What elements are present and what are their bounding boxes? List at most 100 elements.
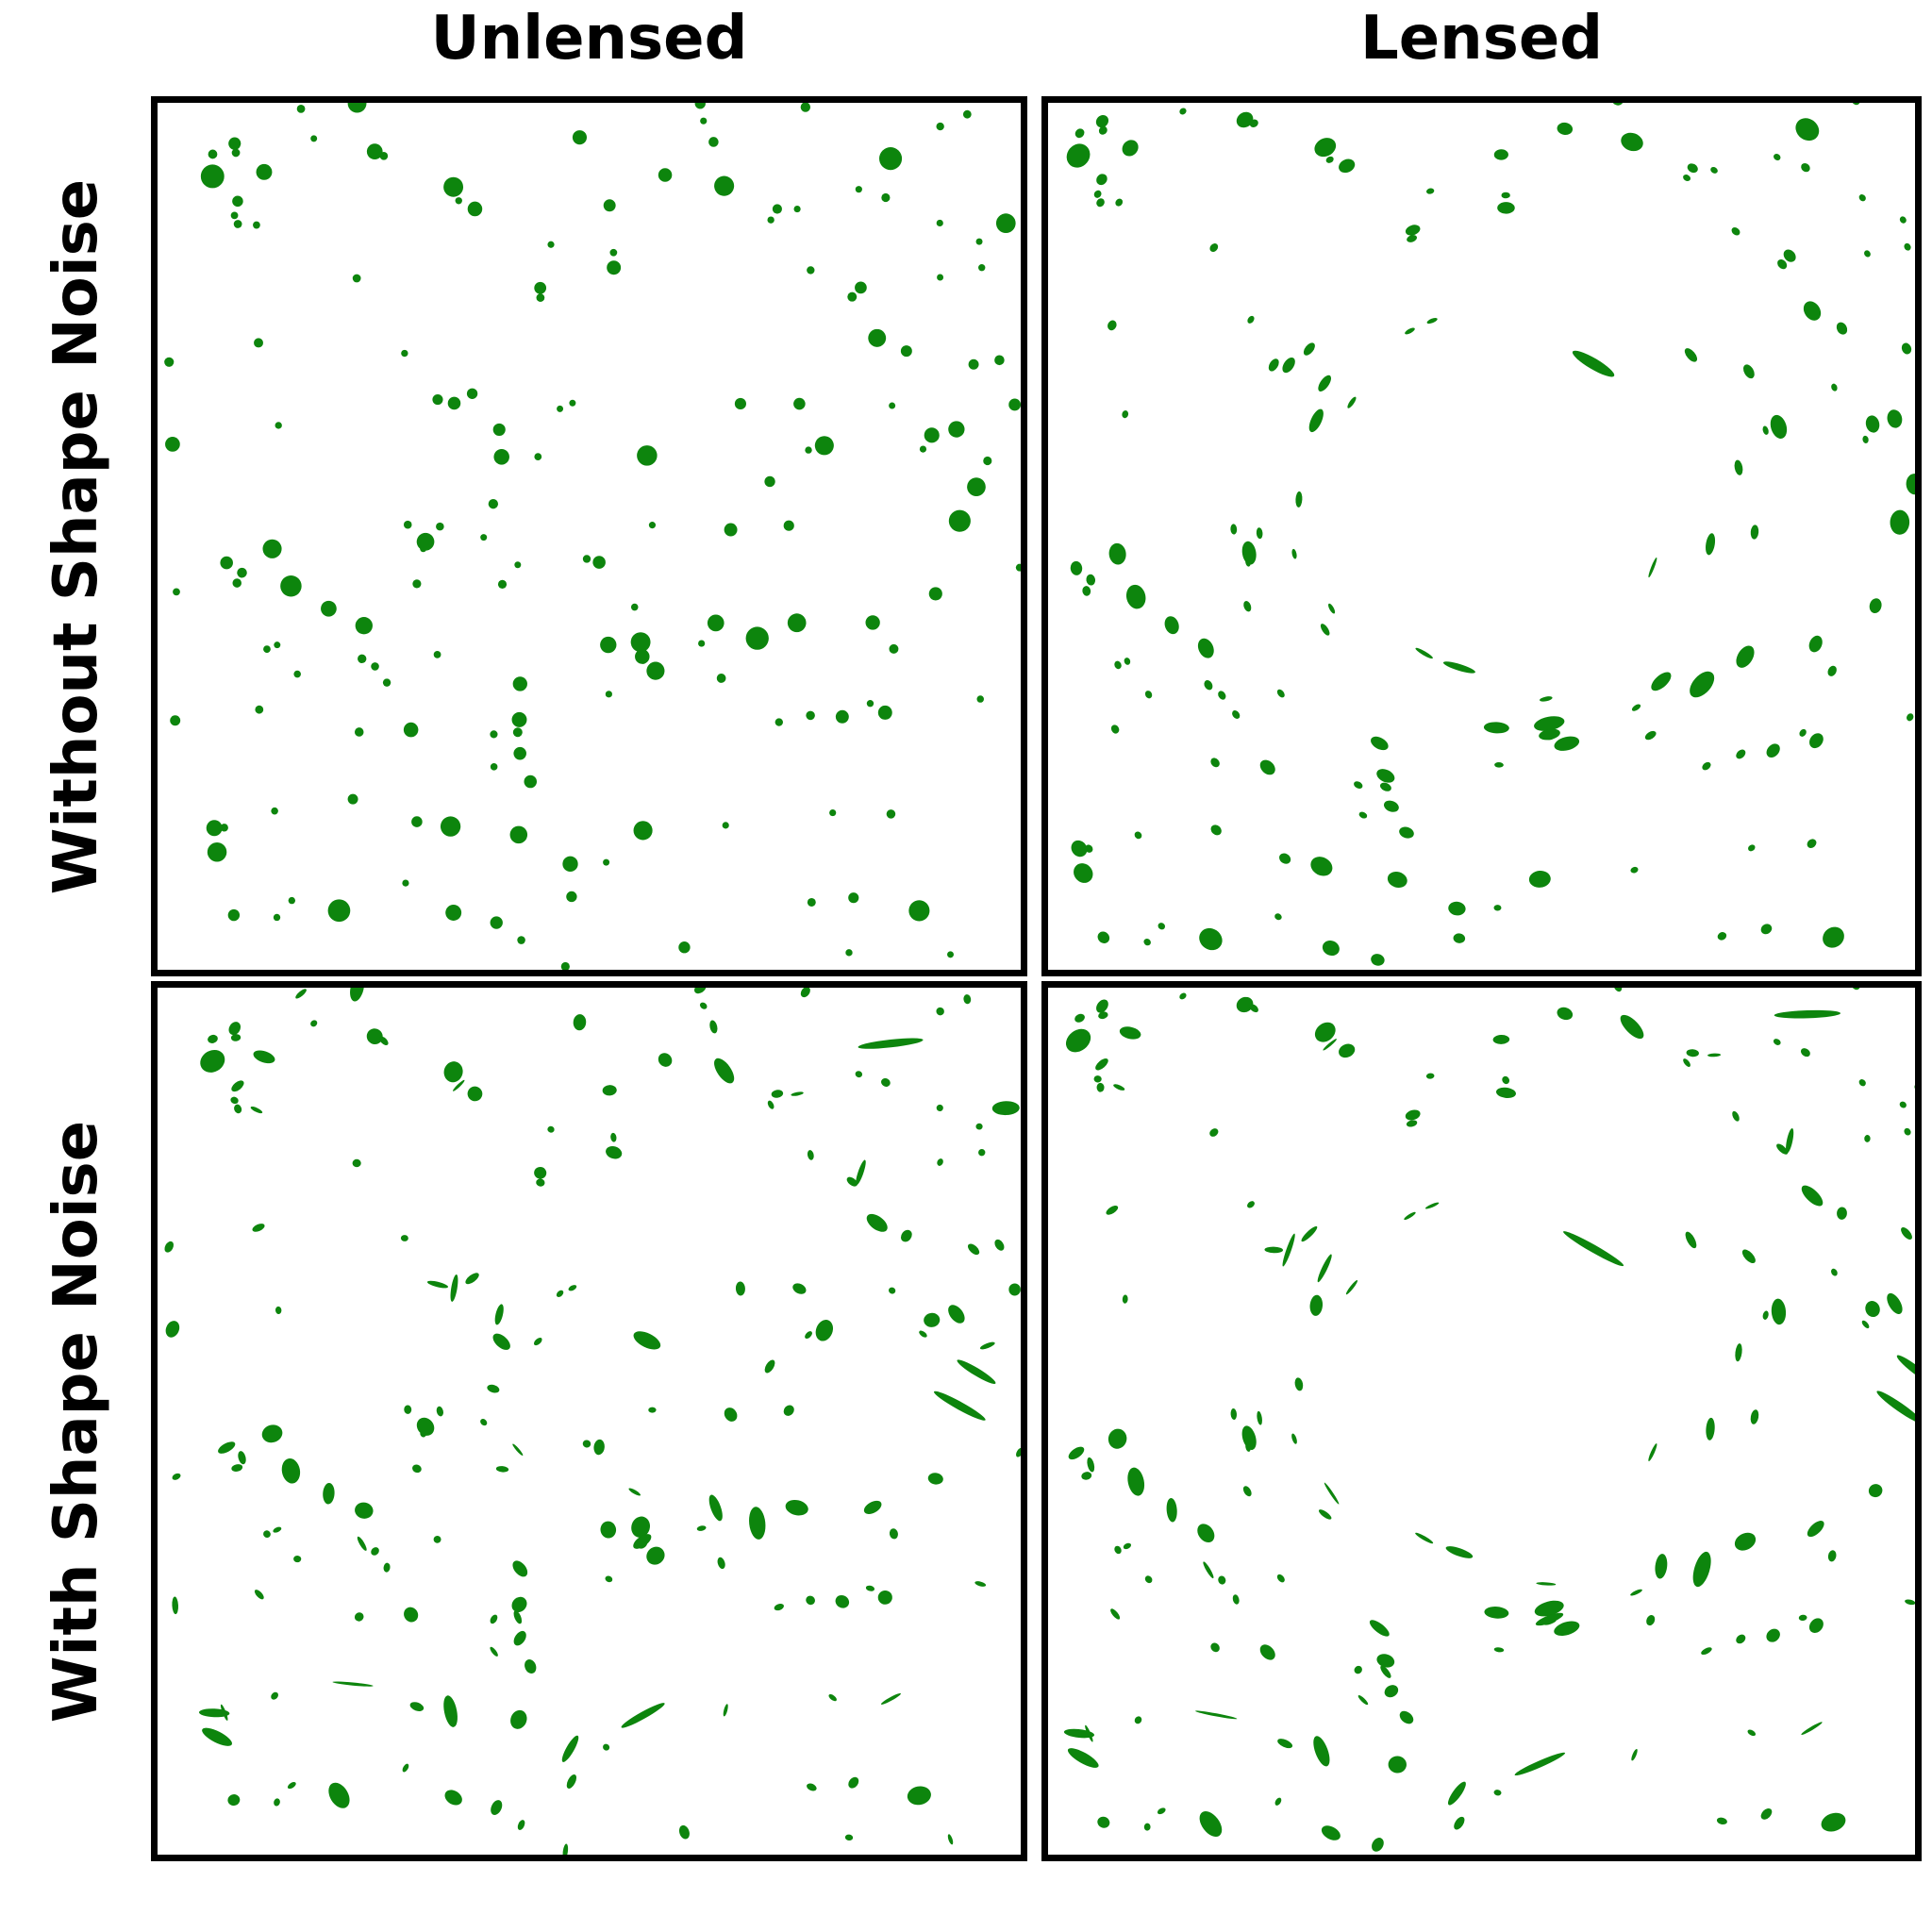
galaxy-marker [1321,1825,1341,1840]
galaxy-marker [1318,1509,1332,1520]
galaxy-marker [1831,1268,1838,1276]
galaxy-marker [271,1691,278,1700]
galaxy-marker [230,1096,239,1105]
galaxy-marker [1732,1110,1740,1122]
galaxy-marker [1862,435,1869,443]
galaxy-marker [480,1419,488,1426]
galaxy-marker [1264,1246,1284,1254]
galaxy-marker [1773,1039,1781,1045]
galaxy-marker [1303,342,1315,356]
galaxy-marker [1864,250,1871,258]
galaxy-marker [1106,1205,1119,1215]
galaxy-marker [605,1575,613,1583]
galaxy-marker [800,988,810,998]
galaxy-marker [907,1786,931,1806]
galaxy-marker [350,988,365,1002]
galaxy-marker [1795,118,1820,142]
galaxy-marker [465,1273,479,1285]
galaxy-marker [172,1596,179,1615]
galaxy-marker [433,650,441,658]
galaxy-marker [1065,1028,1091,1053]
galaxy-marker [1528,870,1551,888]
galaxy-marker [1232,1594,1240,1605]
galaxy-marker [1008,398,1021,411]
galaxy-marker [510,1709,527,1729]
galaxy-marker [1097,1816,1110,1828]
galaxy-marker [699,1002,708,1009]
galaxy-marker [296,104,306,113]
galaxy-marker [273,1526,282,1533]
galaxy-marker [886,809,896,819]
galaxy-marker [1747,1729,1757,1737]
galaxy-marker [404,1405,412,1414]
panel-lensed-without-shape-noise [1041,96,1922,976]
galaxy-marker [1210,824,1222,836]
galaxy-marker [253,1050,275,1064]
galaxy-marker [1706,1417,1715,1441]
galaxy-marker [1282,357,1295,374]
galaxy-marker [1448,901,1466,916]
galaxy-marker [1716,1817,1727,1825]
galaxy-marker [1354,1665,1362,1674]
galaxy-marker [253,221,260,229]
galaxy-marker [877,705,892,720]
galaxy-marker [1241,1425,1257,1450]
galaxy-marker [1317,1254,1332,1283]
galaxy-marker [1236,111,1254,128]
galaxy-marker [829,808,837,817]
galaxy-marker [845,949,853,957]
galaxy-marker [256,163,273,180]
galaxy-marker [366,1028,383,1044]
galaxy-marker [1113,1084,1125,1091]
galaxy-marker [628,1488,641,1496]
galaxy-marker [603,199,616,212]
galaxy-marker [1766,1628,1780,1642]
galaxy-marker [947,1834,954,1845]
galaxy-marker [1493,1790,1502,1796]
galaxy-marker [513,1630,526,1646]
galaxy-marker [1081,1472,1092,1480]
galaxy-marker [1110,724,1120,734]
galaxy-marker [220,556,233,570]
galaxy-marker [1741,1249,1756,1264]
galaxy-marker [1799,728,1807,737]
galaxy-marker [600,1521,617,1539]
galaxy-marker [1621,132,1643,152]
galaxy-marker [512,1443,524,1457]
galaxy-marker [994,355,1005,366]
galaxy-marker [1096,1082,1105,1092]
galaxy-marker [534,281,547,294]
galaxy-marker [1906,474,1915,495]
galaxy-marker [534,453,542,460]
galaxy-marker [1534,716,1565,731]
galaxy-marker [1865,1301,1880,1318]
galaxy-marker [646,661,665,680]
galaxy-marker [1256,527,1263,540]
galaxy-marker [1905,1599,1915,1606]
galaxy-marker [275,422,282,429]
galaxy-marker [1071,840,1088,858]
galaxy-marker [1630,866,1639,874]
galaxy-marker [1683,175,1691,181]
galaxy-marker [569,399,576,407]
galaxy-marker [1904,242,1911,251]
galaxy-marker [889,643,899,654]
galaxy-marker [978,264,986,272]
galaxy-marker [630,632,651,653]
galaxy-marker [513,746,526,760]
galaxy-marker [371,662,379,671]
galaxy-marker [263,645,271,654]
galaxy-marker [602,1085,617,1096]
galaxy-marker [310,1020,318,1027]
panel-unlensed-with-shape-noise [151,981,1027,1861]
galaxy-marker [400,1235,408,1241]
galaxy-marker [1125,584,1146,609]
galaxy-marker [562,856,578,873]
galaxy-marker [1821,1812,1846,1832]
galaxy-marker [767,216,774,224]
galaxy-marker [1425,1073,1435,1079]
galaxy-marker [1415,1532,1434,1544]
galaxy-marker [206,820,223,837]
galaxy-marker [1209,243,1219,253]
galaxy-marker [281,1457,301,1484]
